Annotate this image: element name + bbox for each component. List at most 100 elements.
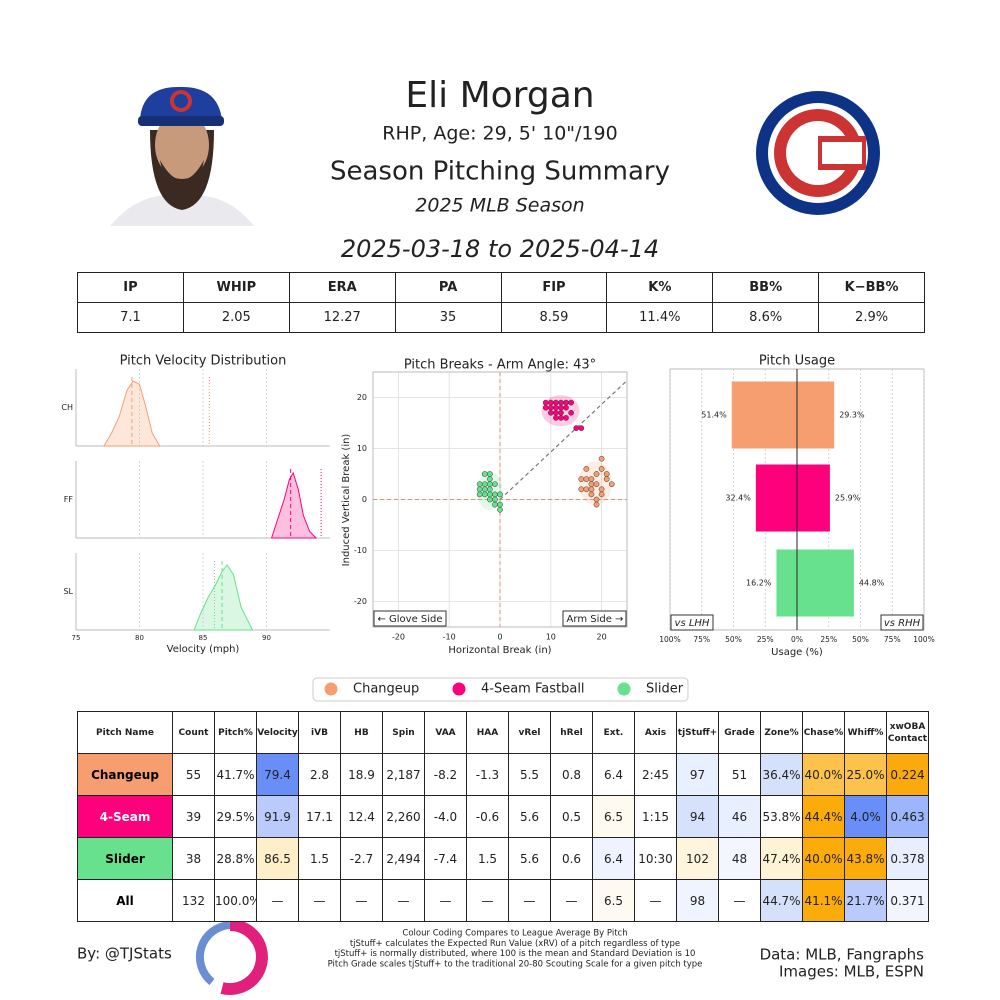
table-cell: 46 <box>718 795 761 838</box>
pitch-point <box>547 404 554 411</box>
subtitle: Season Pitching Summary <box>330 157 670 187</box>
table-cell: 21.7% <box>844 879 887 922</box>
player-bio: RHP, Age: 29, 5' 10"/190 <box>382 123 617 145</box>
table-cell: 43.8% <box>844 837 887 880</box>
table-cell: 53.8% <box>760 795 803 838</box>
stat-value: 7.1 <box>77 302 184 333</box>
x-tick-label: 0% <box>791 635 803 644</box>
x-tick-label: 25% <box>820 635 837 644</box>
table-row: All 132 100.0% — — — — — — — —6.5—98—44.7% 41.1% 21.… <box>77 879 929 922</box>
table-cell: — <box>340 879 383 922</box>
column-header: iVB <box>298 711 341 754</box>
column-header: Zone% <box>760 711 803 754</box>
y-tick-label: 20 <box>357 393 367 402</box>
pitch-name: Changeup <box>77 753 173 796</box>
pitch-point <box>578 425 585 431</box>
usage-bar <box>797 381 835 449</box>
y-tick-label: 0 <box>362 495 367 504</box>
table-cell: 100.0% <box>214 879 257 922</box>
x-tick-label: 10 <box>546 633 556 642</box>
stat-header: PA <box>394 272 502 303</box>
pitch-point <box>578 476 585 482</box>
pitch-point <box>481 491 488 498</box>
pitch-point <box>588 476 595 482</box>
pitch-point <box>588 481 595 488</box>
pitch-point <box>497 491 503 498</box>
pitch-point <box>553 409 559 416</box>
tjstats-logo <box>195 919 268 995</box>
table-cell: 102 <box>676 837 719 880</box>
table-cell: -0.6 <box>466 795 509 838</box>
table-cell: 132 <box>172 879 215 922</box>
pitch-point <box>476 491 483 498</box>
footnote: tjStuff+ calculates the Expected Run Val… <box>350 939 680 949</box>
x-tick-label: 75% <box>884 635 901 644</box>
table-cell: — <box>256 879 299 922</box>
table-cell: 5.5 <box>508 753 551 796</box>
pitch-point <box>598 466 605 472</box>
table-cell: 0.371 <box>886 879 929 922</box>
table-cell: 0.8 <box>550 753 593 796</box>
column-header: xwOBA Contact <box>886 711 929 754</box>
row-label: SL <box>63 587 73 596</box>
table-cell: 98 <box>676 879 719 922</box>
pitch-point <box>593 501 600 508</box>
table-cell: 28.8% <box>214 837 257 880</box>
row-label: FF <box>64 495 74 504</box>
table-cell: -4.0 <box>424 795 467 838</box>
date-range: 2025-03-18 to 2025-04-14 <box>341 235 659 263</box>
table-cell: 97 <box>676 753 719 796</box>
pitch-point <box>481 471 488 477</box>
stat-header: IP <box>77 272 184 303</box>
pitch-point <box>492 491 498 498</box>
chart-title: Pitch Usage <box>759 354 835 369</box>
x-tick-label: -10 <box>443 633 456 642</box>
value-label: 25.9% <box>835 494 861 503</box>
column-header: HB <box>340 711 383 754</box>
table-cell: 94 <box>676 795 719 838</box>
pitch-point <box>563 404 569 411</box>
pitch-point <box>492 481 498 488</box>
x-tick-label: 0 <box>497 633 502 642</box>
value-label: 29.3% <box>839 411 865 420</box>
x-axis-label: Usage (%) <box>771 647 823 658</box>
pitch-name: All <box>77 879 173 922</box>
pitch-point <box>568 399 574 406</box>
column-header: Spin <box>382 711 425 754</box>
x-tick-label: 100% <box>913 635 934 644</box>
value-label: 16.2% <box>746 579 772 588</box>
pitch-point <box>497 501 503 508</box>
table-cell: 6.5 <box>592 879 635 922</box>
table-cell: 1.5 <box>466 837 509 880</box>
pitch-point <box>542 404 549 411</box>
stat-value: 35 <box>394 302 502 333</box>
table-cell: 39 <box>172 795 215 838</box>
stat-value: 2.9% <box>818 302 925 333</box>
stat-value: 2.05 <box>182 302 290 333</box>
column-header: VAA <box>424 711 467 754</box>
table-cell: -2.7 <box>340 837 383 880</box>
table-cell: 25.0% <box>844 753 887 796</box>
value-label: 32.4% <box>725 494 751 503</box>
annotation-box <box>880 614 924 631</box>
table-cell: 47.4% <box>760 837 803 880</box>
column-header: Pitch Name <box>77 711 173 754</box>
player-name: Eli Morgan <box>405 75 594 116</box>
x-axis-label: Velocity (mph) <box>167 644 240 655</box>
footnote: tjStuff+ is normally distributed, where … <box>335 949 696 959</box>
y-axis-label: Induced Vertical Break (in) <box>341 434 352 567</box>
column-header: Whiff% <box>844 711 887 754</box>
pitch-point <box>486 481 493 488</box>
source: Data: MLB, Fangraphs <box>760 946 925 964</box>
table-cell: 0.5 <box>550 795 593 838</box>
stat-header: K% <box>606 272 714 303</box>
stat-header: BB% <box>712 272 820 303</box>
table-cell: 18.9 <box>340 753 383 796</box>
table-cell: 10:30 <box>634 837 677 880</box>
legend-label: 4-Seam Fastball <box>481 682 585 697</box>
pitch-point <box>547 409 554 416</box>
y-tick-label: -10 <box>354 546 367 555</box>
table-cell: 0.378 <box>886 837 929 880</box>
table-row: 4-Seam 39 29.5% 91.9 17.1 12.4 2,260 -4.0 -0.6 5.… <box>77 795 929 838</box>
